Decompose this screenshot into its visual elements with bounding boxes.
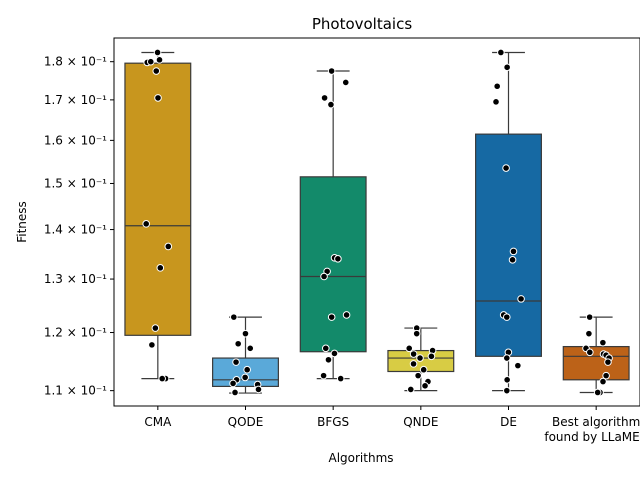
data-point <box>146 57 155 66</box>
data-point <box>509 247 518 256</box>
data-point <box>406 385 415 394</box>
y-tick-label: 1.1 × 10⁻¹ <box>44 384 107 398</box>
data-point <box>493 82 501 91</box>
chart-title: Photovoltaics <box>312 15 412 33</box>
data-point <box>155 56 164 64</box>
data-point <box>599 338 607 347</box>
data-point <box>164 242 173 251</box>
data-point <box>416 354 424 362</box>
y-tick-label: 1.8 × 10⁻¹ <box>44 55 107 69</box>
data-point <box>497 48 505 57</box>
data-point <box>246 344 255 353</box>
data-point <box>142 220 150 228</box>
data-point <box>327 67 336 75</box>
box-group <box>387 324 455 394</box>
x-tick-label: BFGS <box>317 415 349 429</box>
data-point <box>158 374 166 383</box>
data-point <box>503 376 511 384</box>
y-tick-label: 1.4 × 10⁻¹ <box>44 223 107 237</box>
data-point <box>152 67 161 75</box>
data-point <box>586 348 594 357</box>
plot-area <box>124 48 630 397</box>
data-point <box>241 329 250 338</box>
data-point <box>517 295 525 303</box>
data-point <box>324 355 333 364</box>
data-point <box>153 48 162 57</box>
x-tick-label: QNDE <box>403 415 438 429</box>
data-point <box>503 354 511 362</box>
data-point <box>341 78 350 87</box>
y-tick-label: 1.3 × 10⁻¹ <box>44 272 107 286</box>
data-point <box>412 329 421 338</box>
data-point <box>427 352 436 361</box>
box-group <box>124 48 192 383</box>
box <box>299 176 367 353</box>
data-point <box>156 264 165 272</box>
y-tick-label: 1.5 × 10⁻¹ <box>44 176 107 190</box>
data-point <box>599 377 607 386</box>
box-group <box>299 67 367 383</box>
y-axis-label: Fitness <box>15 201 29 243</box>
data-point <box>514 361 522 370</box>
data-point <box>508 256 517 264</box>
data-point <box>330 349 339 358</box>
data-point <box>319 371 328 380</box>
data-point <box>320 272 328 281</box>
data-point <box>492 98 500 106</box>
y-tick-label: 1.7 × 10⁻¹ <box>44 93 107 107</box>
data-point <box>503 63 511 72</box>
data-point <box>254 385 263 394</box>
data-point <box>229 379 237 388</box>
data-point <box>593 388 602 397</box>
plot-frame <box>113 37 640 407</box>
box-group <box>475 48 542 395</box>
data-point <box>421 382 429 390</box>
y-tick-label: 1.6 × 10⁻¹ <box>44 133 107 147</box>
data-point <box>336 374 345 383</box>
box-group <box>212 313 279 397</box>
box <box>124 62 192 336</box>
data-point <box>502 164 510 172</box>
x-tick-label: CMA <box>144 415 172 429</box>
data-point <box>503 386 511 395</box>
data-point <box>419 365 428 374</box>
data-point <box>502 313 511 321</box>
box <box>562 345 630 381</box>
data-point <box>231 388 239 397</box>
y-tick-label: 1.2 × 10⁻¹ <box>44 326 107 340</box>
data-point <box>604 358 612 366</box>
x-tick-label: Best algorithm <box>552 415 640 429</box>
data-point <box>241 373 249 382</box>
data-point <box>327 313 336 321</box>
data-point <box>409 350 418 358</box>
data-point <box>334 255 342 263</box>
data-point <box>585 313 594 321</box>
data-point <box>327 100 335 109</box>
data-point <box>414 371 422 380</box>
box-group <box>562 313 630 397</box>
data-point <box>585 329 593 338</box>
data-point <box>230 313 238 321</box>
data-point <box>154 94 162 102</box>
data-point <box>321 344 330 353</box>
x-tick-label: QODE <box>228 415 264 429</box>
data-point <box>232 358 240 366</box>
data-point <box>234 339 242 348</box>
data-point <box>405 344 414 353</box>
data-point <box>342 311 351 319</box>
data-point <box>243 365 251 374</box>
data-point <box>320 94 329 102</box>
x-tick-label: DE <box>500 415 517 429</box>
data-point <box>409 360 418 368</box>
x-axis-label: Algorithms <box>328 451 393 465</box>
data-point <box>151 324 160 332</box>
x-tick-label: found by LLaMEA <box>544 430 640 444</box>
data-point <box>148 341 156 349</box>
data-point <box>602 371 610 380</box>
